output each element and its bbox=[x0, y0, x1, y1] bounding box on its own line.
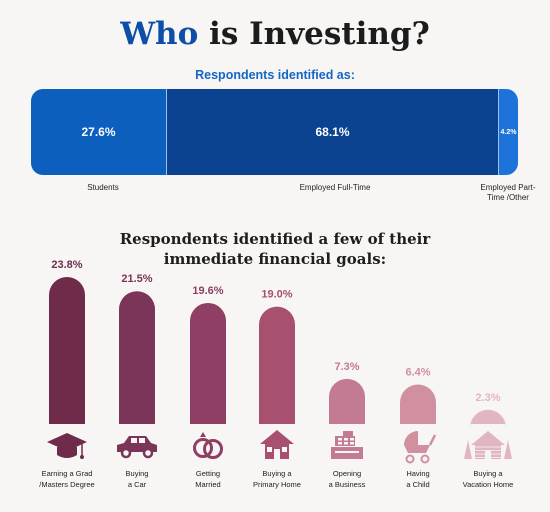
rings-icon bbox=[193, 432, 223, 459]
goal-value-label: 7.3% bbox=[334, 361, 359, 373]
goal-category-label: Buying a bbox=[262, 469, 292, 478]
goal-category-label: Vacation Home bbox=[463, 480, 514, 489]
goal-category-label: Primary Home bbox=[253, 480, 301, 489]
cabin-icon bbox=[464, 431, 512, 459]
label-employed-full-time: Employed Full-Time bbox=[299, 183, 371, 192]
goal-bar bbox=[470, 409, 506, 428]
goal-category-label: a Child bbox=[406, 480, 429, 489]
goal-value-label: 19.0% bbox=[261, 289, 292, 301]
label-students: Students bbox=[87, 183, 119, 192]
goal-category-label: a Business bbox=[329, 480, 366, 489]
segment-part-time-value: 4.2% bbox=[500, 128, 517, 136]
goal-bar bbox=[400, 384, 436, 424]
goal-value-label: 19.6% bbox=[192, 285, 223, 297]
stroller-icon bbox=[404, 431, 437, 464]
car-icon bbox=[117, 436, 157, 459]
goal-bar bbox=[190, 302, 226, 424]
goal-category-label: Having bbox=[406, 469, 429, 478]
goal-bar bbox=[119, 291, 155, 424]
goal-category-label: Married bbox=[195, 480, 220, 489]
goal-category-label: Opening bbox=[333, 469, 361, 478]
goal-value-label: 2.3% bbox=[475, 392, 500, 404]
segment-part-time-other: 4.2% bbox=[498, 89, 518, 175]
goal-value-label: 6.4% bbox=[405, 366, 430, 378]
segment-full-time-value: 68.1% bbox=[315, 125, 350, 139]
label-part-time-other: Employed Part-Time /Other bbox=[480, 183, 536, 202]
goals-title: Respondents identified a few of their im… bbox=[119, 230, 431, 268]
goal-category-label: Getting bbox=[196, 469, 220, 478]
goal-category-label: a Car bbox=[128, 480, 147, 489]
goal-bar bbox=[329, 378, 365, 424]
segment-students: 27.6% bbox=[31, 89, 166, 175]
page-title: Who is Investing? bbox=[120, 16, 430, 52]
goal-category-label: Buying a bbox=[473, 469, 503, 478]
goal-category-label: Buying bbox=[126, 469, 149, 478]
goal-value-label: 21.5% bbox=[121, 273, 152, 285]
segment-students-value: 27.6% bbox=[81, 125, 116, 139]
goal-bar bbox=[49, 277, 85, 424]
respondents-stacked-bar: 27.6% 68.1% 4.2% bbox=[31, 89, 518, 175]
goal-category-label: Earning a Grad bbox=[42, 469, 93, 478]
goal-value-label: 23.8% bbox=[51, 259, 82, 271]
respondents-subtitle: Respondents identified as: bbox=[195, 68, 355, 82]
goal-category-label: /Masters Degree bbox=[39, 480, 94, 489]
segment-employed-full-time: 68.1% bbox=[166, 89, 498, 175]
graduation-cap-icon bbox=[47, 433, 87, 459]
cash-register-icon bbox=[331, 431, 363, 459]
house-icon bbox=[260, 430, 294, 459]
goal-bar bbox=[259, 306, 295, 424]
